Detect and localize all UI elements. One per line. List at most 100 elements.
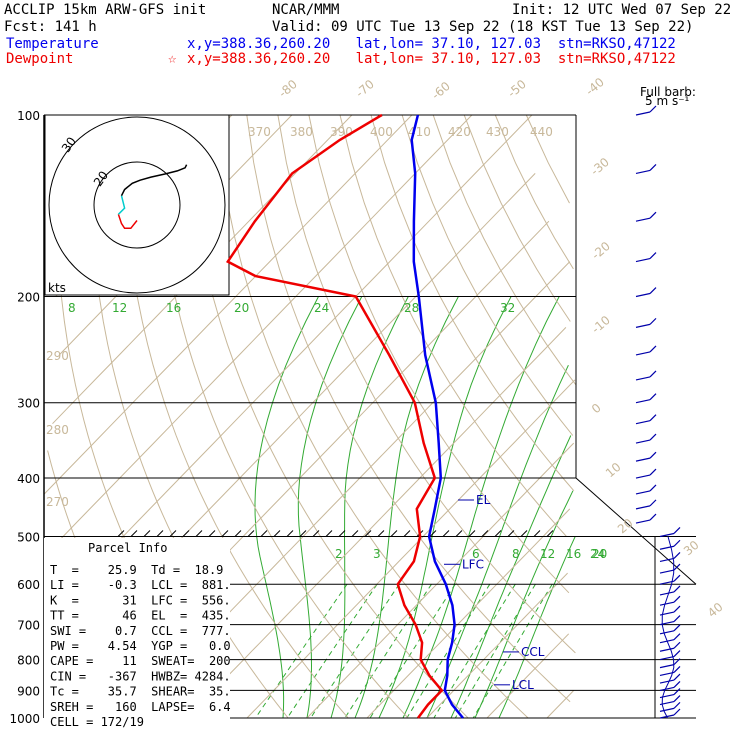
hatch-mark	[481, 530, 489, 537]
dewpoint-marker-icon: ☆	[168, 51, 177, 67]
wind-barb	[635, 323, 651, 328]
wind-barb	[659, 664, 675, 669]
wind-barb	[659, 557, 675, 563]
theta-label: 430	[486, 125, 509, 139]
parcel-info-row: K = 31 LFC = 556.	[50, 593, 231, 607]
pressure-label-800: 800	[17, 654, 40, 668]
hatch-mark	[273, 530, 281, 537]
dry-adiabat	[463, 114, 571, 322]
wind-barb	[635, 292, 651, 298]
wind-barb-flag	[673, 633, 681, 641]
hatch-mark	[494, 530, 502, 537]
wind-barb-flag	[649, 499, 657, 507]
hatch-mark	[351, 530, 359, 537]
wind-barb-flag	[649, 252, 657, 259]
isotherm-line	[426, 572, 568, 719]
wind-barb	[635, 505, 651, 510]
hatch-mark	[377, 530, 385, 537]
dry-adiabat	[525, 114, 570, 204]
pressure-label-100: 100	[17, 109, 40, 123]
theta-label: 440	[530, 125, 553, 139]
parcel-info-row: TT = 46 EL = 435.	[50, 609, 231, 623]
hatch-mark	[299, 530, 307, 537]
isotherm-label: 40	[705, 600, 726, 621]
isotherm-line	[50, 114, 473, 550]
isotherm-line	[366, 508, 571, 719]
wind-barb-flag	[649, 484, 657, 492]
org-label: NCAR/MMM	[272, 2, 339, 18]
parcel-info-row: SREH = 160 LAPSE= 6.4	[50, 700, 231, 714]
moist-adiabat	[354, 296, 459, 719]
dewpoint-location: x,y=388.36,260.20 lat,lon= 37.10, 127.03…	[187, 51, 676, 67]
wind-barb-flag	[649, 287, 657, 294]
isotherm-label: -20	[589, 239, 613, 262]
mixing-ratio-line	[344, 583, 432, 719]
isotherm-label: 30	[681, 538, 702, 559]
wind-barb-flag	[673, 673, 681, 681]
barb-legend-line2: 5 m s⁻¹	[645, 94, 690, 108]
pressure-label-1000: 1000	[9, 712, 40, 726]
wind-barb	[659, 601, 675, 606]
wind-barb-flag	[649, 105, 657, 113]
parcel-info-row: CIN = -367 HWBZ= 4284.	[50, 669, 231, 683]
mixing-ratio-label: 12	[540, 547, 555, 561]
wind-barb	[635, 519, 651, 524]
dry-adiabat	[215, 114, 529, 719]
wind-barb-flag	[673, 539, 681, 547]
wind-barb-flag	[649, 370, 657, 378]
right-axis-lower	[575, 477, 697, 585]
mixing-ratio-label: 24	[590, 547, 605, 561]
wind-barb-flag	[673, 701, 681, 709]
wind-barb	[635, 217, 651, 222]
model-title: ACCLIP 15km ARW-GFS init	[4, 2, 206, 18]
dry-adiabat	[494, 114, 574, 270]
hatch-mark	[507, 530, 515, 537]
hatch-mark	[169, 530, 177, 537]
wind-barb	[659, 545, 675, 550]
isotherm-label: 20	[615, 516, 636, 537]
hatch-mark	[182, 530, 190, 537]
wind-barb	[659, 671, 675, 677]
isotherm-label: -40	[583, 75, 607, 98]
wind-barb	[635, 376, 651, 381]
thetae-label: 32	[500, 301, 515, 315]
isotherm-label: -50	[505, 77, 529, 100]
thetae-label: 8	[68, 301, 76, 315]
wind-barb	[659, 569, 675, 574]
pressure-label-600: 600	[17, 578, 40, 592]
wind-barb-flag	[673, 658, 681, 666]
wind-barb-flag	[673, 574, 681, 582]
dry-adiabat	[277, 114, 576, 654]
pressure-label-200: 200	[17, 291, 40, 305]
isotherm-line	[486, 633, 570, 719]
hodograph-low-segment	[117, 214, 138, 230]
wind-barb-flag	[673, 650, 681, 657]
dry-adiabat	[308, 114, 570, 594]
wind-barb	[635, 169, 651, 175]
hatch-mark	[429, 530, 437, 537]
hodograph	[48, 116, 226, 294]
mixing-ratio-label: 3	[373, 547, 381, 561]
theta-label: 280	[46, 423, 69, 437]
wind-barb-flag	[673, 695, 681, 702]
wind-barb	[659, 591, 675, 596]
mixing-ratio-line	[369, 583, 456, 719]
wind-barb	[635, 474, 651, 479]
wind-barb	[635, 351, 651, 356]
thetae-label: 12	[112, 301, 127, 315]
wind-barb	[635, 439, 651, 444]
thetae-label: 24	[314, 301, 329, 315]
temperature-location: x,y=388.36,260.20 lat,lon= 37.10, 127.03…	[187, 36, 676, 52]
theta-label: 400	[370, 125, 393, 139]
mixing-ratio-label: 16	[566, 547, 581, 561]
hatch-mark	[325, 530, 333, 537]
wind-barb-flag	[673, 708, 681, 716]
isotherm-label: -70	[353, 77, 377, 100]
isotherm-line	[44, 114, 413, 495]
isotherm-line	[246, 379, 576, 719]
mixing-ratio-label: 2	[335, 547, 343, 561]
hatch-mark	[364, 530, 372, 537]
wind-barb	[635, 111, 651, 116]
wind-barb-flag	[649, 451, 657, 459]
isotherm-label: 0	[589, 401, 604, 417]
